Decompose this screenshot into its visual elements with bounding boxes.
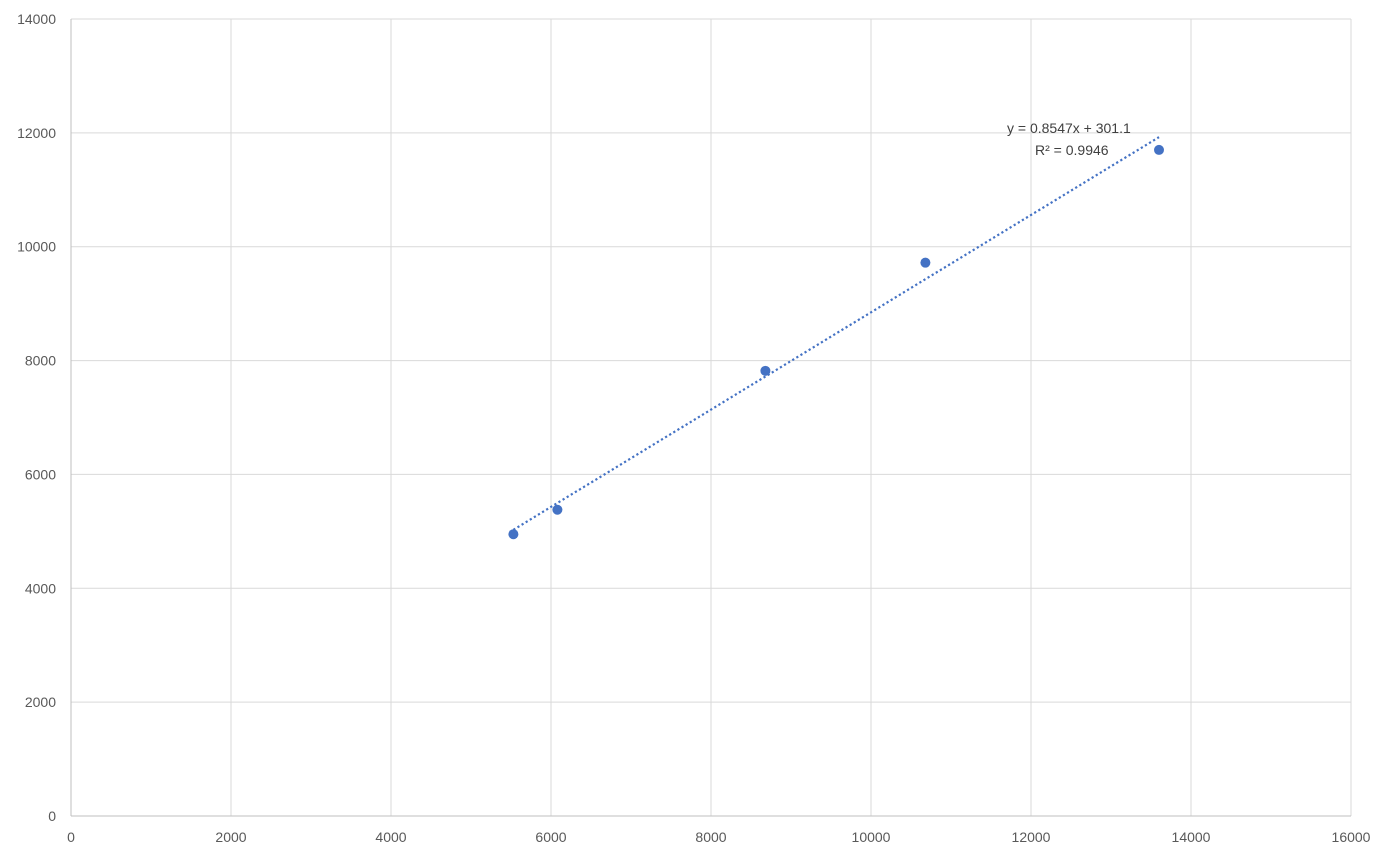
trendline	[512, 136, 1160, 531]
y-tick-label: 14000	[17, 11, 56, 27]
tick-label-layer: 0 2000 4000 6000 8000 10000 12000 14000 16000 0 20…	[17, 11, 1371, 845]
y-tick-label: 8000	[25, 353, 56, 369]
axis-layer	[70, 19, 1351, 817]
x-tick-label: 6000	[535, 829, 566, 845]
y-tick-label: 0	[48, 808, 56, 824]
data-point	[552, 504, 563, 515]
trendline-equation-label: y = 0.8547x + 301.1	[1007, 120, 1131, 136]
trendline-r-squared-label: R² = 0.9946	[1035, 142, 1109, 158]
data-point	[1154, 144, 1164, 155]
y-tick-label: 4000	[25, 580, 56, 596]
trendline-layer	[512, 136, 1160, 531]
y-tick-label: 10000	[17, 239, 56, 255]
x-tick-label: 14000	[1172, 829, 1211, 845]
annotation-layer: y = 0.8547x + 301.1 R² = 0.9946	[1007, 120, 1131, 158]
data-point	[760, 365, 771, 376]
y-tick-label: 12000	[17, 125, 56, 141]
x-tick-label: 2000	[215, 829, 246, 845]
data-point-layer	[508, 144, 1164, 540]
x-tick-label: 4000	[375, 829, 406, 845]
y-tick-label: 6000	[25, 466, 56, 482]
x-tick-label: 8000	[695, 829, 726, 845]
x-tick-label: 0	[67, 829, 75, 845]
data-point	[508, 529, 519, 540]
x-tick-label: 16000	[1332, 829, 1371, 845]
data-point	[920, 257, 931, 268]
x-tick-label: 12000	[1012, 829, 1051, 845]
grid-layer	[71, 18, 1352, 816]
x-tick-label: 10000	[852, 829, 891, 845]
y-tick-label: 2000	[25, 694, 56, 710]
